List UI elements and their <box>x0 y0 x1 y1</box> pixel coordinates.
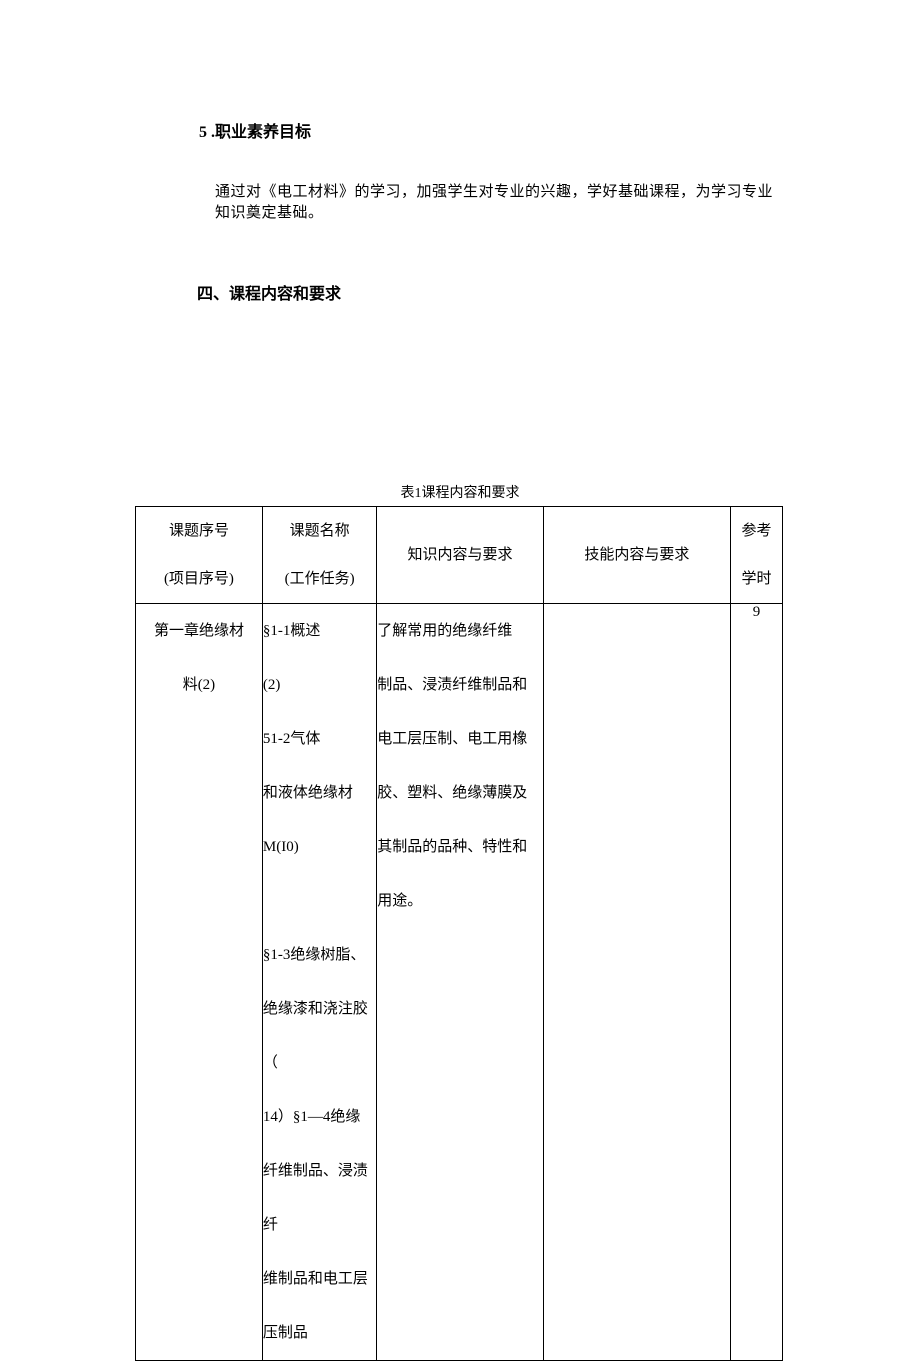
table-header-topic-name: 课题名称 (工作任务) <box>262 507 376 604</box>
cell-text: 料(2) <box>136 658 262 712</box>
cell-knowledge: 了解常用的绝缘纤维 制品、浸渍纤维制品和 电工层压制、电工用橡 胶、塑料、绝缘薄… <box>377 604 543 1361</box>
cell-text: M(I0) <box>263 820 376 874</box>
table-header-skill: 技能内容与要求 <box>543 507 730 604</box>
cell-text: §1-3绝缘树脂、 <box>263 928 376 982</box>
table-header-row: 课题序号 (项目序号) 课题名称 (工作任务) 知识内容与要求 技能内容与要求 … <box>136 507 783 604</box>
cell-text: (2) <box>263 658 376 712</box>
cell-text: 用途。 <box>377 874 542 928</box>
cell-text: 胶、塑料、绝缘薄膜及 <box>377 766 542 820</box>
cell-text: 制品、浸渍纤维制品和 <box>377 658 542 712</box>
cell-hours: 9 <box>730 604 782 1361</box>
cell-text: 维制品和电工层 <box>263 1252 376 1306</box>
course-content-table: 课题序号 (项目序号) 课题名称 (工作任务) 知识内容与要求 技能内容与要求 … <box>135 506 783 1361</box>
section-4-heading: 四、课程内容和要求 <box>197 280 785 304</box>
table-caption: 表1课程内容和要求 <box>135 482 785 502</box>
cell-skill <box>543 604 730 1361</box>
cell-text: 纤维制品、浸渍纤 <box>263 1144 376 1252</box>
header-text: (工作任务) <box>263 555 376 603</box>
table-header-topic-no: 课题序号 (项目序号) <box>136 507 263 604</box>
cell-topic-name: §1-1概述 (2) 51-2气体 和液体绝缘材 M(I0) §1-3绝缘树脂、… <box>262 604 376 1361</box>
cell-text: §1-1概述 <box>263 604 376 658</box>
header-text: 课题名称 <box>263 507 376 555</box>
cell-topic-no: 第一章绝缘材 料(2) <box>136 604 263 1361</box>
header-text: (项目序号) <box>136 555 262 603</box>
section-5-body: 通过对《电工材料》的学习，加强学生对专业的兴趣，学好基础课程，为学习专业知识奠定… <box>215 180 785 222</box>
cell-text <box>263 874 376 928</box>
cell-text: 压制品 <box>263 1306 376 1360</box>
cell-text: 第一章绝缘材 <box>136 604 262 658</box>
table-row: 第一章绝缘材 料(2) §1-1概述 (2) 51-2气体 和液体绝缘材 M(I… <box>136 604 783 1361</box>
cell-text: 和液体绝缘材 <box>263 766 376 820</box>
header-text: 课题序号 <box>136 507 262 555</box>
cell-text: 了解常用的绝缘纤维 <box>377 604 542 658</box>
section-5-heading: 5 .职业素养目标 <box>199 118 785 142</box>
header-text: 参考 <box>731 507 782 555</box>
cell-text: 电工层压制、电工用橡 <box>377 712 542 766</box>
header-text: 学时 <box>731 555 782 603</box>
cell-text: 其制品的品种、特性和 <box>377 820 542 874</box>
table-header-hours: 参考 学时 <box>730 507 782 604</box>
cell-text: 绝缘漆和浇注胶（ <box>263 982 376 1090</box>
table-header-knowledge: 知识内容与要求 <box>377 507 543 604</box>
cell-text: 14）§1—4绝缘 <box>263 1090 376 1144</box>
cell-text: 51-2气体 <box>263 712 376 766</box>
